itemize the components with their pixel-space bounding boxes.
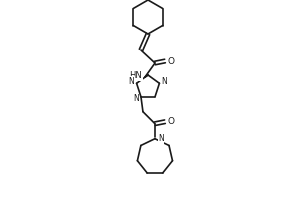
Text: HN: HN bbox=[130, 72, 142, 80]
Text: N: N bbox=[161, 77, 167, 86]
Text: N: N bbox=[158, 134, 164, 143]
Text: N: N bbox=[129, 77, 134, 86]
Text: O: O bbox=[167, 56, 175, 66]
Text: N: N bbox=[133, 94, 139, 103]
Text: O: O bbox=[167, 117, 174, 126]
